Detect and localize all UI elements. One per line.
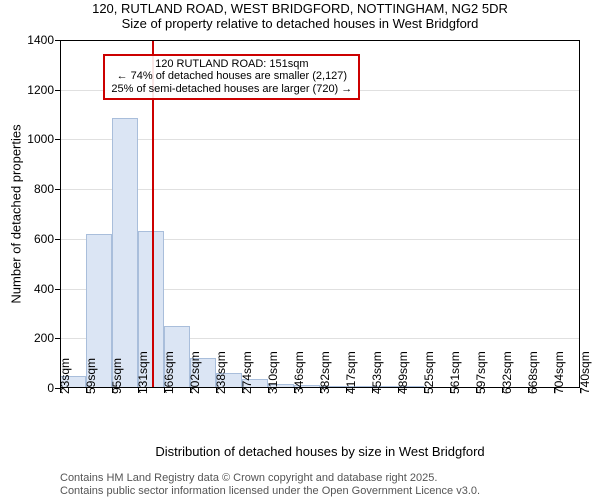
x-tick-label: 202sqm — [188, 351, 202, 394]
x-tick-label: 59sqm — [84, 358, 98, 394]
title-line2: Size of property relative to detached ho… — [0, 17, 600, 32]
annotation-line: ← 74% of detached houses are smaller (2,… — [111, 70, 352, 83]
y-tick-label: 1200 — [27, 83, 60, 97]
plot-area: 020040060080010001200140023sqm59sqm95sqm… — [60, 40, 580, 388]
y-tick-label: 1400 — [27, 33, 60, 47]
y-tick-label: 600 — [34, 232, 60, 246]
footer-line: Contains public sector information licen… — [60, 485, 480, 498]
x-tick-label: 453sqm — [370, 351, 384, 394]
histogram-bar — [112, 118, 138, 388]
chart-container: 120, RUTLAND ROAD, WEST BRIDGFORD, NOTTI… — [0, 0, 600, 500]
x-tick-label: 561sqm — [448, 351, 462, 394]
title-block: 120, RUTLAND ROAD, WEST BRIDGFORD, NOTTI… — [0, 2, 600, 32]
x-tick-label: 166sqm — [162, 351, 176, 394]
y-tick-label: 800 — [34, 182, 60, 196]
x-tick-label: 23sqm — [58, 358, 72, 394]
x-tick-label: 632sqm — [500, 351, 514, 394]
x-tick-label: 95sqm — [110, 358, 124, 394]
x-tick-label: 525sqm — [422, 351, 436, 394]
title-line1: 120, RUTLAND ROAD, WEST BRIDGFORD, NOTTI… — [0, 2, 600, 17]
x-tick-label: 740sqm — [578, 351, 592, 394]
x-tick-label: 597sqm — [474, 351, 488, 394]
annotation-line: 25% of semi-detached houses are larger (… — [111, 83, 352, 96]
footer-line: Contains HM Land Registry data © Crown c… — [60, 472, 480, 485]
y-tick-label: 200 — [34, 331, 60, 345]
x-tick-label: 238sqm — [214, 351, 228, 394]
x-tick-label: 417sqm — [344, 351, 358, 394]
x-tick-label: 382sqm — [318, 351, 332, 394]
y-tick-label: 1000 — [27, 132, 60, 146]
x-tick-label: 131sqm — [136, 351, 150, 394]
y-tick-label: 400 — [34, 282, 60, 296]
x-tick-label: 489sqm — [396, 351, 410, 394]
y-axis-title: Number of detached properties — [9, 124, 24, 303]
x-tick-label: 310sqm — [266, 351, 280, 394]
x-tick-label: 274sqm — [240, 351, 254, 394]
x-tick-label: 668sqm — [526, 351, 540, 394]
annotation-box: 120 RUTLAND ROAD: 151sqm← 74% of detache… — [103, 54, 360, 100]
x-tick-label: 704sqm — [552, 351, 566, 394]
footer: Contains HM Land Registry data © Crown c… — [60, 472, 480, 498]
annotation-line: 120 RUTLAND ROAD: 151sqm — [111, 58, 352, 71]
x-tick-label: 346sqm — [292, 351, 306, 394]
x-axis-title: Distribution of detached houses by size … — [155, 444, 484, 459]
